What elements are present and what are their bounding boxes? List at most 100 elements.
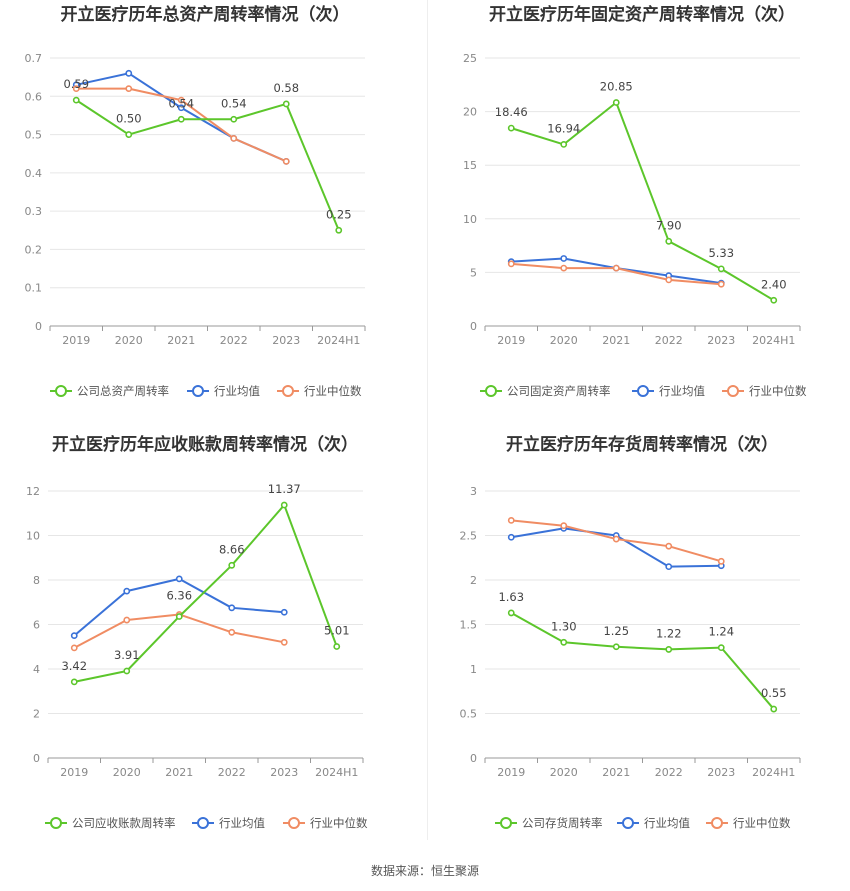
data-point-company [333,643,341,650]
x-tick-label: 2019 [497,766,525,779]
legend-item-company[interactable]: 公司总资产周转率 [50,384,169,398]
data-point-median [612,264,620,272]
y-tick-label: 20 [463,106,477,119]
y-tick-label: 2.5 [460,530,478,543]
legend-marker [50,817,62,829]
legend-item-average[interactable]: 行业均值 [617,816,690,830]
data-point-median [612,535,620,543]
data-point-median [507,516,515,524]
total-asset-turnover-chart: 开立医疗历年总资产周转率情况（次） 0 0.1 0.2 0.3 0.4 0.5 0.6 0.7 2… [0,0,425,430]
y-tick-label: 8 [33,574,40,587]
data-point-median [123,616,131,624]
legend-marker [711,817,723,829]
data-point-average [125,69,133,77]
data-label: 1.25 [603,624,629,638]
data-point-average [123,587,131,595]
y-tick-label: 12 [26,485,40,498]
legend-marker [55,385,67,397]
series-line-company [510,612,775,710]
chart-title: 开立医疗历年固定资产周转率情况（次） [489,4,795,25]
legend-item-average[interactable]: 行业均值 [187,384,260,398]
x-tick-label: 2019 [60,766,88,779]
legend-label: 公司存货周转率 [522,816,603,830]
x-tick-label: 2020 [550,334,578,347]
data-point-median [280,638,288,646]
legend-label: 行业中位数 [310,816,368,830]
data-point-company [123,667,131,675]
data-label: 0.54 [221,96,247,110]
data-point-company [280,501,288,509]
data-point-company [230,115,238,123]
x-tick-label: 2023 [270,766,298,779]
y-tick-label: 3 [470,485,477,498]
legend-marker [485,385,497,397]
y-tick-label: 0 [35,320,42,333]
data-label: 5.33 [708,246,734,260]
data-point-company [560,141,568,148]
legend-marker [500,817,512,829]
data-point-average [507,533,515,541]
data-point-median [70,644,78,652]
x-tick-label: 2024H1 [315,766,358,779]
y-tick-label: 6 [33,619,40,632]
data-point-median [717,280,725,288]
x-tick-label: 2022 [655,766,683,779]
data-point-median [717,557,725,565]
data-point-company [72,96,80,104]
data-label: 20.85 [600,79,633,93]
data-point-median [507,260,515,268]
data-point-median [228,628,236,636]
legend-marker [637,385,649,397]
inventory-turnover-chart: 开立医疗历年存货周转率情况（次） 0 0.5 1 1.5 2 2.5 3 2019 2020 202… [430,430,850,860]
y-tick-label: 2 [470,574,477,587]
data-label: 0.59 [63,77,89,91]
y-tick-label: 0.5 [25,129,43,142]
x-tick-label: 2023 [707,334,735,347]
data-label: 16.94 [547,121,580,135]
legend-label: 行业均值 [214,384,260,398]
x-tick-label: 2021 [167,334,195,347]
legend-item-average[interactable]: 行业均值 [192,816,265,830]
data-point-median [125,85,133,93]
legend-item-median[interactable]: 行业中位数 [706,816,791,830]
data-point-company [228,561,236,569]
data-point-average [560,255,568,262]
x-tick-label: 2020 [113,766,141,779]
vertical-divider [427,0,428,840]
data-point-company [612,643,620,651]
legend-marker [727,385,739,397]
data-label: 1.22 [656,626,682,640]
x-tick-label: 2020 [115,334,143,347]
legend-item-median[interactable]: 行业中位数 [277,384,362,398]
data-point-company [507,609,515,617]
y-tick-label: 15 [463,159,477,172]
legend-label: 公司固定资产周转率 [507,384,611,398]
legend-item-median[interactable]: 行业中位数 [283,816,368,830]
chart-title: 开立医疗历年应收账款周转率情况（次） [52,434,358,455]
chart-svg: 开立医疗历年应收账款周转率情况（次） 0 2 4 6 8 10 12 2019 2020 2021 2… [26,434,368,830]
data-point-company [717,265,725,273]
x-tick-label: 2023 [707,766,735,779]
y-tick-label: 0 [470,752,477,765]
legend-label: 行业均值 [219,816,265,830]
data-label: 5.01 [324,624,350,638]
data-point-company [282,100,290,108]
chart-title: 开立医疗历年存货周转率情况（次） [506,434,778,455]
chart-title: 开立医疗历年总资产周转率情况（次） [61,4,350,25]
legend-marker [288,817,300,829]
y-tick-label: 0.6 [25,90,43,103]
data-point-company [125,131,133,138]
legend-marker [282,385,294,397]
legend-item-company[interactable]: 公司应收账款周转率 [45,816,176,830]
legend-item-median[interactable]: 行业中位数 [722,384,807,398]
data-point-median [230,134,238,142]
legend-item-average[interactable]: 行业均值 [632,384,705,398]
data-label: 2.40 [761,277,787,291]
legend-item-company[interactable]: 公司固定资产周转率 [480,384,611,398]
y-tick-label: 0.5 [460,708,478,721]
data-point-company [770,705,778,713]
data-label: 1.24 [708,625,734,639]
x-tick-label: 2019 [62,334,90,347]
legend-item-company[interactable]: 公司存货周转率 [495,816,603,830]
data-label: 0.50 [116,112,142,126]
